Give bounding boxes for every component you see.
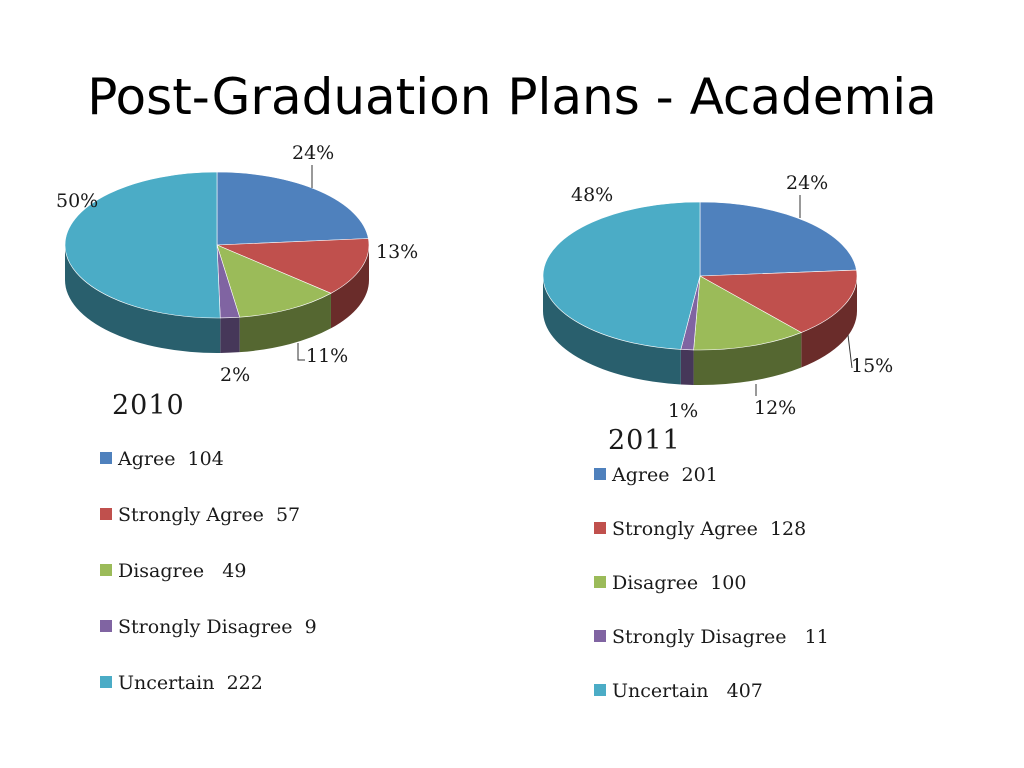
leader-line: [297, 343, 305, 361]
slice-agree: [216, 171, 369, 246]
legend-item-disagree: Disagree 100: [594, 572, 746, 594]
legend-swatch: [594, 576, 606, 588]
legend-swatch: [100, 620, 112, 632]
slice-side-disagree: [693, 332, 802, 385]
slice-agree: [699, 201, 857, 277]
slide-title: Post-Graduation Plans - Academia: [87, 68, 937, 126]
percent-label-agree: 24%: [786, 172, 828, 194]
legend-label: Disagree 100: [612, 572, 747, 594]
legend-swatch: [594, 468, 606, 480]
pie-2011: 24% 15% 12% 1% 48%: [542, 172, 893, 422]
legend-label: Strongly Disagree 11: [612, 626, 829, 648]
chart-2010-title: 2010: [112, 390, 185, 421]
legend-label: Strongly Agree 128: [612, 518, 807, 540]
slice-strongly-agree: [216, 238, 370, 294]
legend-swatch: [594, 630, 606, 642]
percent-label-uncertain: 48%: [571, 184, 613, 206]
slice-side-strongly-disagree: [680, 349, 694, 385]
percent-label-strongly-agree: 13%: [376, 241, 418, 263]
legend-label: Agree 104: [118, 448, 224, 470]
legend-item-disagree: Disagree 49: [100, 560, 246, 582]
percent-label-strongly-disagree: 1%: [668, 400, 698, 422]
legend-item-strongly-agree: Strongly Agree 128: [594, 518, 806, 540]
legend-label: Agree 201: [612, 464, 718, 486]
slice-disagree: [693, 275, 802, 351]
legend-label: Disagree 49: [118, 560, 247, 582]
leader-line: [847, 334, 853, 369]
pie-2010: 24% 13% 11% 2% 50%: [56, 142, 418, 386]
legend-swatch: [100, 676, 112, 688]
percent-label-uncertain: 50%: [56, 190, 98, 212]
legend-label: Strongly Agree 57: [118, 504, 301, 526]
percent-label-strongly-disagree: 2%: [220, 364, 250, 386]
slice-disagree: [216, 244, 332, 318]
slice-side-strongly-agree: [330, 245, 369, 329]
legend-swatch: [594, 684, 606, 696]
legend-item-agree: Agree 104: [100, 448, 224, 470]
slice-strongly-agree: [698, 269, 858, 333]
percent-label-strongly-agree: 15%: [851, 355, 893, 377]
slice-side-strongly-agree: [801, 276, 858, 368]
legend-label: Uncertain 407: [612, 680, 763, 702]
legend-item-strongly-disagree: Strongly Disagree 11: [594, 626, 829, 648]
legend-swatch: [594, 522, 606, 534]
legend-item-strongly-agree: Strongly Agree 57: [100, 504, 300, 526]
slice-side-disagree: [239, 293, 331, 353]
percent-label-agree: 24%: [292, 142, 334, 164]
legend-label: Strongly Disagree 9: [118, 616, 317, 638]
slice-side-uncertain: [543, 276, 681, 385]
slice-uncertain: [542, 201, 701, 350]
slice-uncertain: [64, 171, 221, 319]
slice-side-uncertain: [65, 245, 221, 354]
legend-item-strongly-disagree: Strongly Disagree 9: [100, 616, 317, 638]
legend-swatch: [100, 564, 112, 576]
percent-label-disagree: 12%: [754, 397, 796, 419]
legend-item-uncertain: Uncertain 407: [594, 680, 763, 702]
slice-side-strongly-disagree: [220, 317, 240, 353]
legend-swatch: [100, 508, 112, 520]
chart-2011-title: 2011: [608, 425, 681, 456]
legend-item-agree: Agree 201: [594, 464, 718, 486]
percent-label-disagree: 11%: [306, 345, 348, 367]
legend-swatch: [100, 452, 112, 464]
legend-item-uncertain: Uncertain 222: [100, 672, 263, 694]
legend-label: Uncertain 222: [118, 672, 263, 694]
